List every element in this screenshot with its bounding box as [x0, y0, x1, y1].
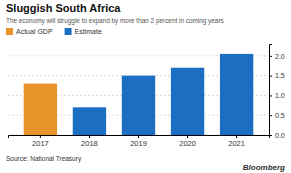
y-tick: 1.0	[269, 92, 285, 99]
y-axis: 0.0 0.5 1.0 1.5 2.0	[269, 45, 285, 139]
y-tick-mark	[269, 76, 272, 77]
y-axis-line	[270, 45, 273, 136]
y-tick: 0.0	[269, 132, 285, 139]
annotation: Bloomberg	[243, 163, 285, 172]
title: Sluggish South Africa	[6, 2, 121, 14]
legend-item: Estimate	[65, 28, 102, 35]
x-axis-line	[9, 136, 270, 139]
y-tick-label: 2.0	[275, 53, 285, 60]
y-tick: 0.5	[269, 112, 285, 119]
x-tick: 2020	[179, 135, 196, 148]
x-tick-label: 2018	[81, 139, 98, 148]
x-tick: 2017	[32, 135, 49, 148]
legend: Actual GDP Estimate	[6, 28, 102, 35]
chart: Sluggish South Africa The economy will st…	[0, 0, 291, 173]
y-tick: 2.0	[269, 53, 285, 60]
legend-label: Estimate	[75, 28, 102, 35]
x-tick-label: 2019	[130, 139, 147, 148]
legend-label: Actual GDP	[16, 28, 53, 35]
bar	[24, 84, 57, 135]
x-axis: 2017 2018 2019 2020 2021	[9, 135, 270, 148]
bars	[24, 54, 254, 135]
x-tick: 2019	[130, 135, 147, 148]
y-tick-mark	[269, 115, 272, 116]
bar	[220, 54, 253, 135]
x-tick-label: 2017	[32, 139, 49, 148]
x-tick-mark	[138, 135, 139, 138]
y-tick-mark	[269, 135, 272, 136]
x-tick: 2018	[81, 135, 98, 148]
x-tick-mark	[40, 135, 41, 138]
y-tick-mark	[269, 56, 272, 57]
x-tick-label: 2021	[228, 139, 245, 148]
bar	[171, 68, 204, 135]
bar	[122, 76, 155, 135]
plot: 2017 2018 2019 2020 2021 0.0 0.5 1.0 1.5 2.0	[8, 45, 285, 149]
y-tick-mark	[269, 95, 272, 96]
x-tick-mark	[236, 135, 237, 138]
legend-swatch	[65, 28, 72, 35]
y-tick-label: 0.0	[275, 132, 285, 139]
x-tick-mark	[89, 135, 90, 138]
y-tick-label: 1.0	[275, 92, 285, 99]
bar	[73, 107, 106, 135]
y-tick: 1.5	[269, 72, 285, 79]
subtitle: The economy will struggle to expand by m…	[6, 17, 224, 25]
x-tick: 2021	[228, 135, 245, 148]
x-tick-label: 2020	[179, 139, 196, 148]
legend-swatch	[6, 28, 13, 35]
legend-item: Actual GDP	[6, 28, 53, 35]
annotation: Source: National Treasury	[6, 155, 82, 163]
x-tick-mark	[187, 135, 188, 138]
y-tick-label: 0.5	[275, 112, 285, 119]
y-tick-label: 1.5	[275, 72, 285, 79]
